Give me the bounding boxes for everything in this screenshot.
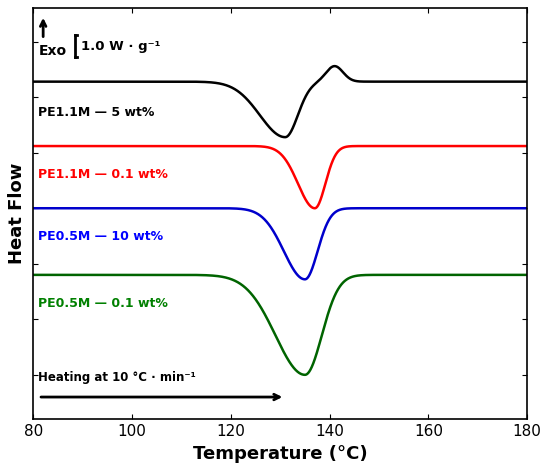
Text: Heating at 10 °C · min⁻¹: Heating at 10 °C · min⁻¹ <box>38 371 196 384</box>
Y-axis label: Heat Flow: Heat Flow <box>8 163 26 265</box>
Text: PE0.5M — 0.1 wt%: PE0.5M — 0.1 wt% <box>38 297 168 310</box>
Text: PE0.5M — 10 wt%: PE0.5M — 10 wt% <box>38 230 163 244</box>
Text: PE1.1M — 0.1 wt%: PE1.1M — 0.1 wt% <box>38 168 168 181</box>
Text: 1.0 W · g⁻¹: 1.0 W · g⁻¹ <box>81 40 161 53</box>
Text: PE1.1M — 5 wt%: PE1.1M — 5 wt% <box>38 106 155 119</box>
X-axis label: Temperature (°C): Temperature (°C) <box>193 445 367 463</box>
Text: Exo: Exo <box>39 44 67 58</box>
